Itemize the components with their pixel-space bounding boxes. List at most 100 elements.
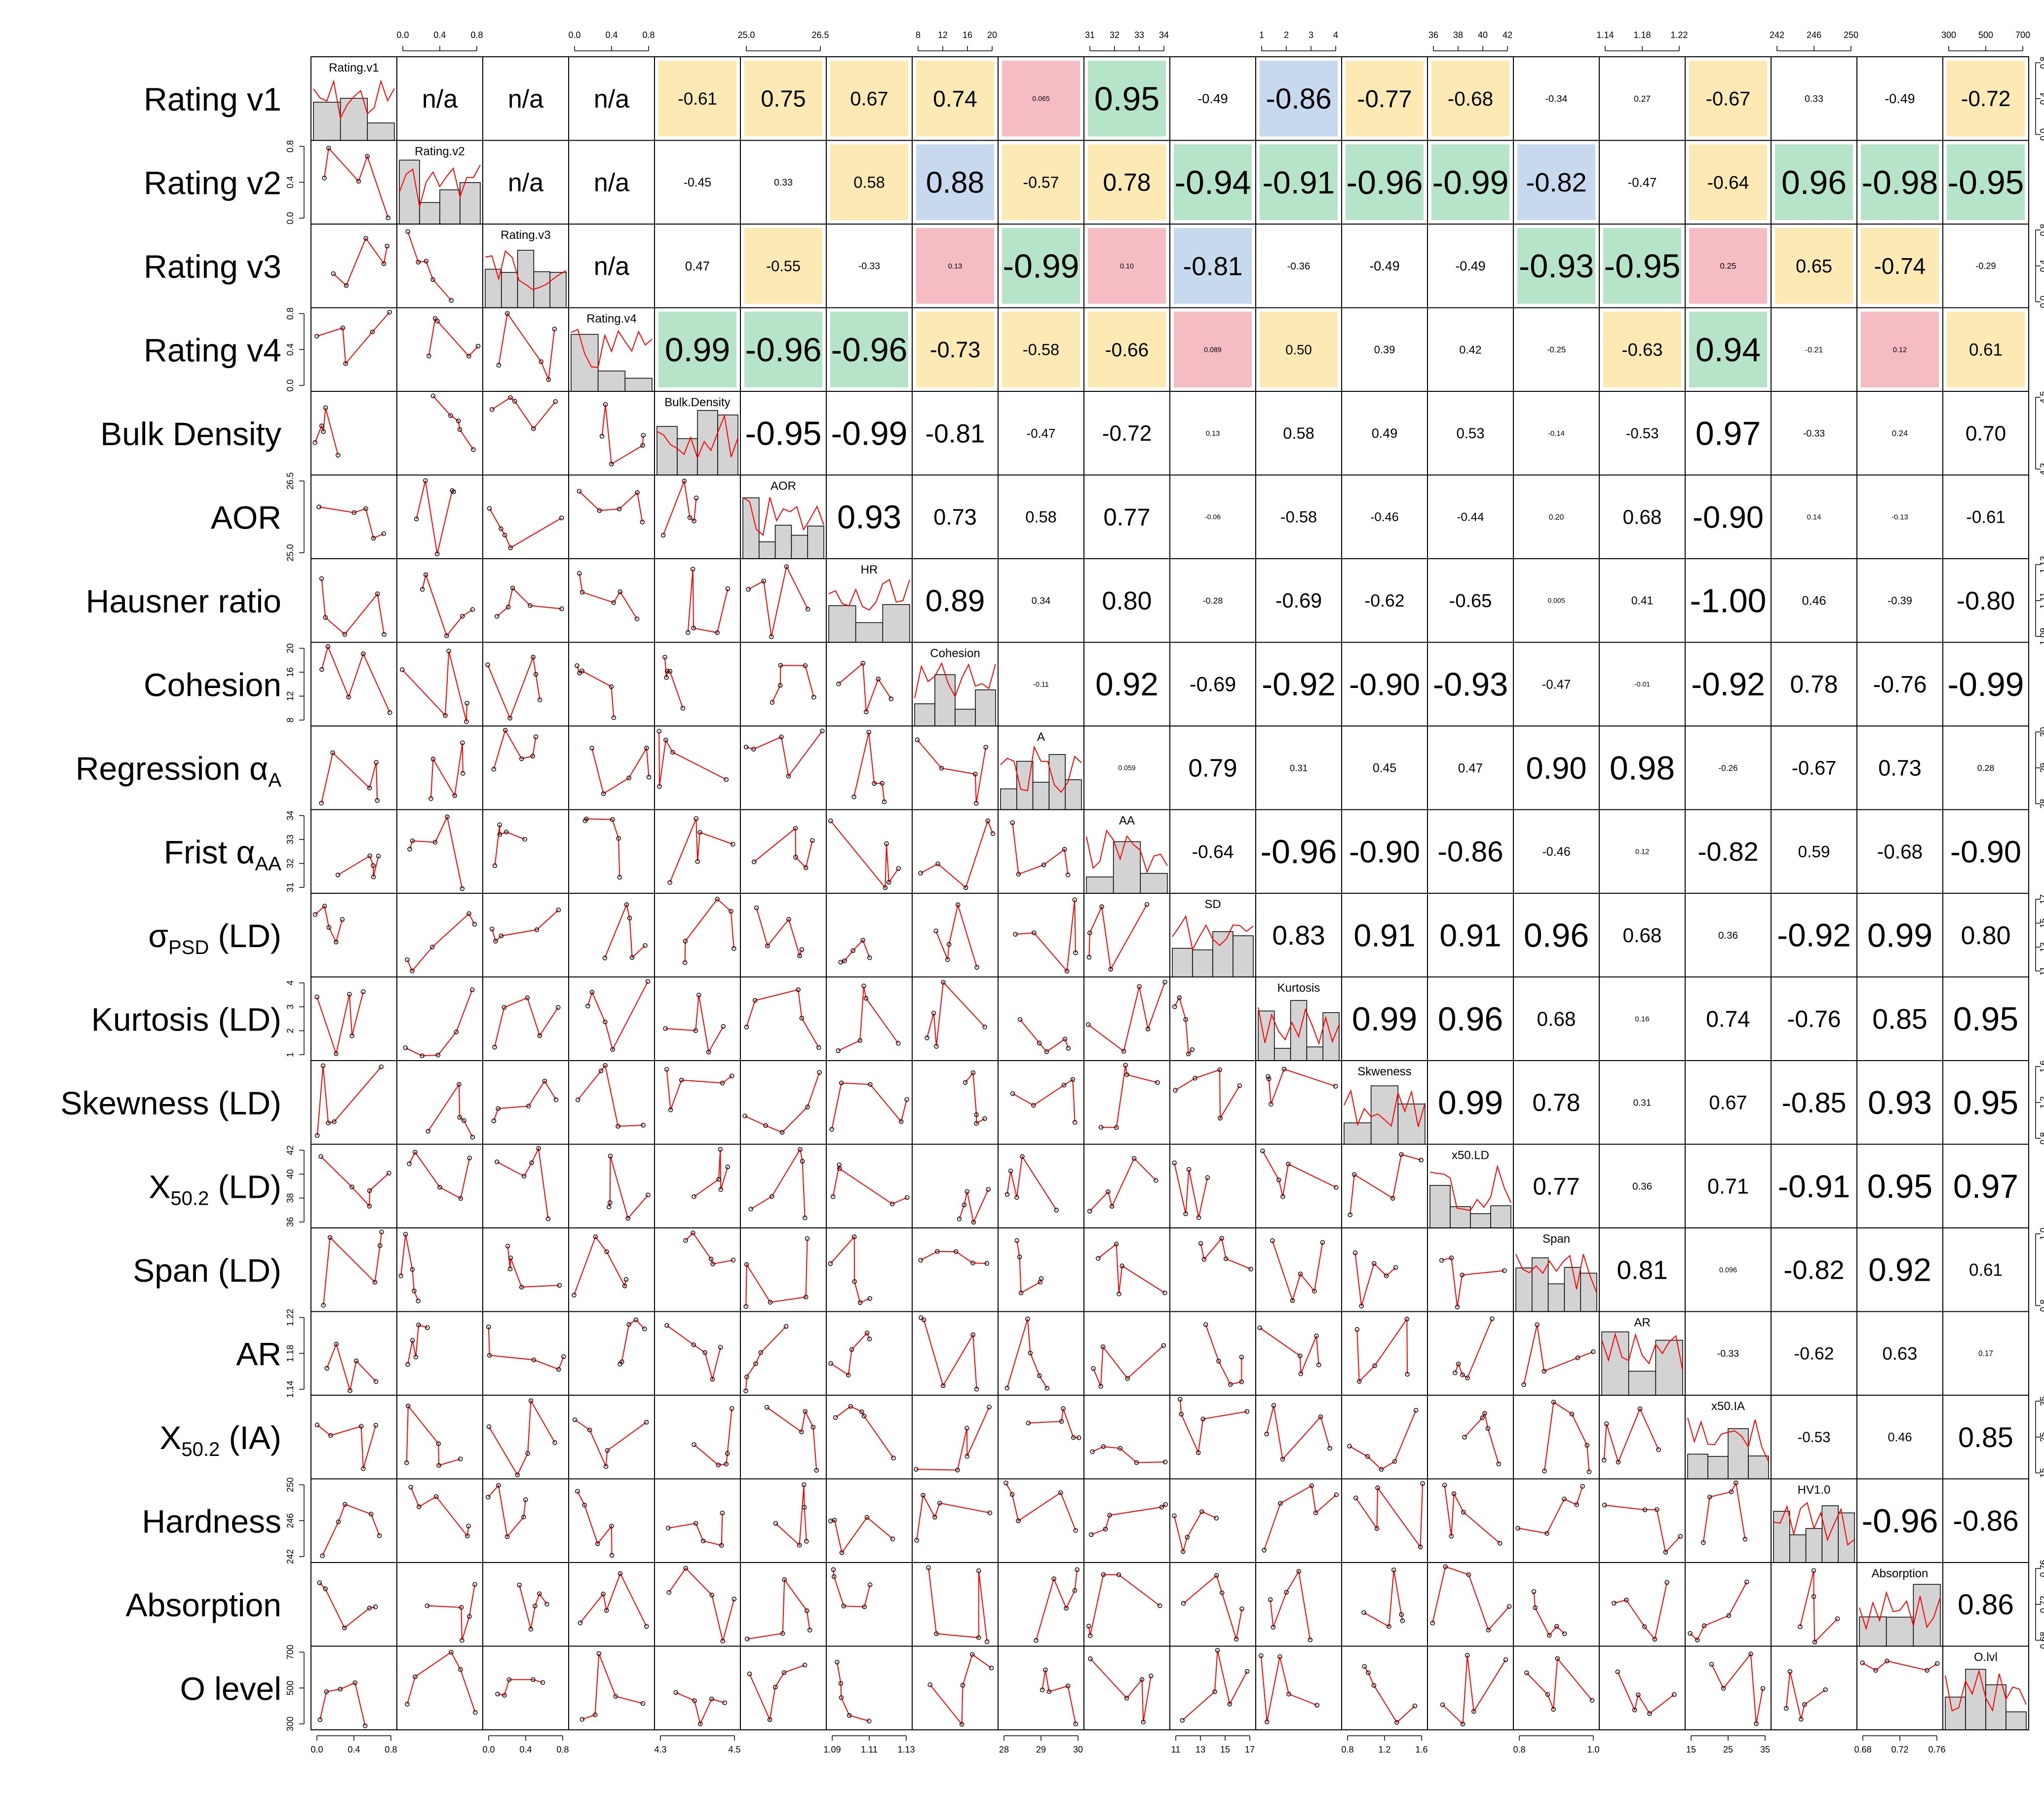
- correlation-value: 0.73: [933, 504, 977, 530]
- correlation-value: -0.53: [1798, 1429, 1831, 1446]
- scatter-line: [497, 1146, 549, 1219]
- scatter-point: [665, 1526, 671, 1530]
- scatter-point: [416, 260, 421, 265]
- histogram-bar: [313, 102, 341, 141]
- correlation-value: -0.46: [1370, 510, 1398, 524]
- cell-r17-c13: [1427, 1478, 1514, 1563]
- cell-r9-c15: 0.12: [1599, 809, 1686, 894]
- scatter-line: [1690, 1582, 1747, 1641]
- scatter-point: [1647, 1711, 1652, 1716]
- correlation-value: 0.27: [1634, 94, 1651, 104]
- scatter-point: [644, 1624, 649, 1629]
- scatter-point: [1286, 1691, 1291, 1697]
- cell-r9-c16: -0.82: [1685, 809, 1772, 894]
- cell-r4-c15: -0.53: [1599, 391, 1686, 476]
- tick-label: 15: [1686, 1745, 1696, 1755]
- cell-r12-c10: [1169, 1060, 1256, 1145]
- cell-r14-c19: 0.61: [1942, 1227, 2029, 1312]
- scatter-line: [666, 1325, 721, 1381]
- scatter-point: [1654, 1507, 1659, 1512]
- cell-r12-c3: [568, 1060, 655, 1145]
- correlation-value: -0.26: [1718, 763, 1737, 773]
- scatter-point: [839, 1550, 845, 1555]
- density-line: [313, 79, 395, 120]
- scatter-point: [416, 1298, 421, 1303]
- scatter-line: [1603, 1407, 1659, 1464]
- scatter-point: [797, 953, 802, 958]
- cell-r7-c15: -0.01: [1599, 642, 1686, 726]
- histogram-bar: [1515, 1267, 1533, 1312]
- correlation-value: -0.28: [1203, 596, 1223, 606]
- cell-r9-c18: -0.68: [1856, 809, 1943, 894]
- scatter-point: [317, 1717, 323, 1722]
- histogram-label: Cohesion: [930, 647, 980, 660]
- scatter-point: [627, 916, 632, 921]
- cell-r5-c19: -0.61: [1942, 474, 2029, 559]
- scatter-point: [619, 1359, 624, 1365]
- scatter-line: [959, 1189, 989, 1224]
- scatter-point: [955, 902, 961, 907]
- cell-border: [826, 1060, 913, 1145]
- scatter-point: [706, 1049, 711, 1055]
- cell-border: [482, 725, 569, 810]
- correlation-value: -0.72: [1102, 421, 1152, 446]
- scatter-point: [1296, 1569, 1301, 1574]
- scatter-point: [1394, 1720, 1399, 1725]
- cell-r6-c12: -0.62: [1341, 558, 1428, 643]
- scatter-point: [898, 1119, 904, 1124]
- scatter-line: [323, 1232, 382, 1305]
- scatter-point: [1116, 1572, 1121, 1577]
- tick-label: 0.4: [433, 30, 446, 40]
- tick-label: 32: [1110, 30, 1119, 40]
- cell-r4-c3: [568, 391, 655, 476]
- scatter-line: [587, 981, 649, 1051]
- scatter-point: [1671, 1692, 1677, 1697]
- scatter-point: [904, 1097, 909, 1102]
- scatter-point: [1663, 1550, 1668, 1555]
- correlation-value: -0.45: [684, 176, 711, 190]
- scatter-point: [1290, 1298, 1295, 1303]
- scatter-line: [492, 397, 556, 430]
- scatter-point: [784, 564, 789, 569]
- scatter-point: [1280, 1194, 1285, 1199]
- scatter-point: [492, 1044, 497, 1050]
- scatter-point: [1515, 1526, 1520, 1531]
- scatter-point: [1688, 1631, 1693, 1636]
- histogram-label: HV1.0: [1798, 1484, 1831, 1497]
- scatter-line: [665, 995, 724, 1054]
- scatter-point: [682, 478, 687, 484]
- correlation-value: -0.99: [1432, 164, 1509, 201]
- scatter-line: [1464, 1412, 1500, 1464]
- scatter-line: [767, 1407, 817, 1471]
- scatter-point: [1729, 1489, 1734, 1494]
- scatter-point: [492, 863, 498, 868]
- scatter-point: [662, 654, 667, 660]
- scatter-point: [914, 1538, 919, 1543]
- cell-r2-c10: -0.81: [1169, 224, 1256, 308]
- scatter-point: [371, 535, 376, 541]
- cell-r15-c7: [912, 1311, 999, 1396]
- correlation-value: 0.25: [1720, 262, 1736, 271]
- histogram-bar: [1789, 1534, 1807, 1563]
- cell-r14-c18: 0.92: [1856, 1227, 1943, 1312]
- scatter-point: [1575, 1355, 1581, 1360]
- scatter-point: [1016, 872, 1021, 877]
- scatter-line: [316, 1066, 382, 1136]
- scatter-point: [603, 1063, 608, 1068]
- scatter-point: [848, 1404, 853, 1409]
- cell-border: [1169, 1227, 1256, 1312]
- row-label: Absorption: [125, 1587, 281, 1623]
- scatter-point: [761, 578, 766, 584]
- scatter-point: [381, 531, 386, 536]
- scatter-point: [1298, 1271, 1303, 1277]
- scatter-point: [1443, 1564, 1448, 1569]
- scatter-point: [1172, 1160, 1177, 1166]
- histogram-bar: [1233, 935, 1254, 978]
- scatter-line: [1174, 1163, 1208, 1218]
- scatter-point: [1065, 872, 1071, 877]
- cell-r11-c9: [1083, 976, 1170, 1061]
- scatter-point: [1162, 980, 1167, 985]
- scatter-point: [1695, 1638, 1700, 1642]
- scatter-point: [1044, 1386, 1050, 1391]
- scatter-point: [802, 1505, 807, 1510]
